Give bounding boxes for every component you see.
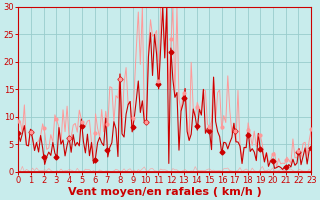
X-axis label: Vent moyen/en rafales ( km/h ): Vent moyen/en rafales ( km/h ) bbox=[68, 187, 262, 197]
